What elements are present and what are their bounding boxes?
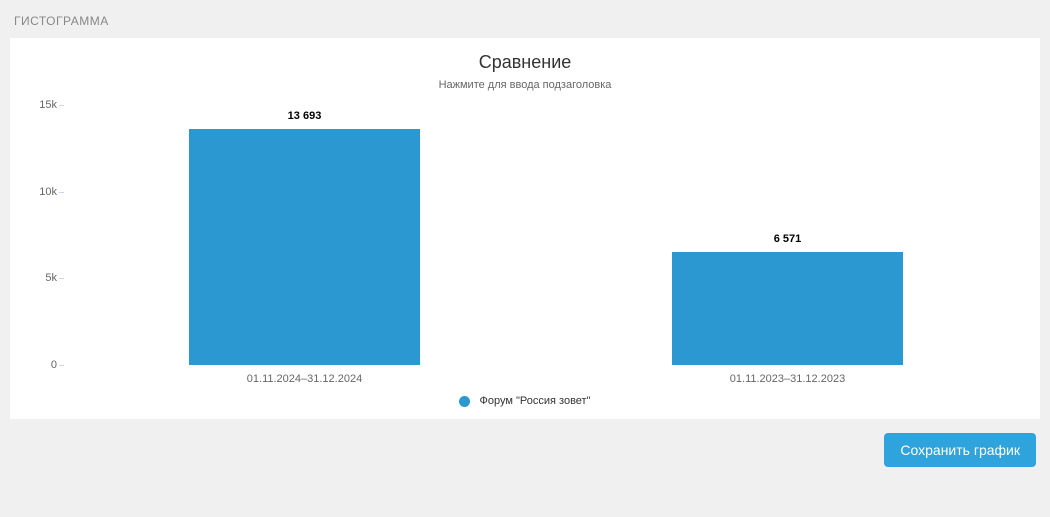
bar-slot: 6 571 [546, 105, 1029, 365]
y-tick-label: 0 [21, 359, 57, 371]
action-row: Сохранить график [10, 433, 1040, 467]
y-tick-mark [59, 365, 64, 366]
bar-value-label: 6 571 [546, 233, 1029, 245]
legend-swatch [459, 396, 470, 407]
bar[interactable] [189, 128, 421, 365]
page-root: ГИСТОГРАММА Сравнение Нажмите для ввода … [0, 0, 1050, 517]
chart-plot: 05k10k15k 13 6936 571 01.11.2024–31.12.2… [21, 105, 1029, 385]
x-category-label: 01.11.2023–31.12.2023 [730, 373, 845, 385]
chart-subtitle[interactable]: Нажмите для ввода подзаголовка [20, 79, 1030, 91]
bar-slot: 13 693 [63, 105, 546, 365]
y-tick-label: 15k [21, 99, 57, 111]
bar[interactable] [672, 251, 904, 365]
save-button[interactable]: Сохранить график [884, 433, 1036, 467]
section-title: ГИСТОГРАММА [14, 14, 1040, 28]
x-category-label: 01.11.2024–31.12.2024 [247, 373, 362, 385]
legend-label: Форум "Россия зовет" [480, 395, 591, 407]
bar-value-label: 13 693 [63, 110, 546, 122]
y-tick-label: 5k [21, 272, 57, 284]
chart-title[interactable]: Сравнение [20, 52, 1030, 73]
chart-legend[interactable]: Форум "Россия зовет" [20, 395, 1030, 407]
y-tick-label: 10k [21, 186, 57, 198]
chart-card: Сравнение Нажмите для ввода подзаголовка… [10, 38, 1040, 419]
